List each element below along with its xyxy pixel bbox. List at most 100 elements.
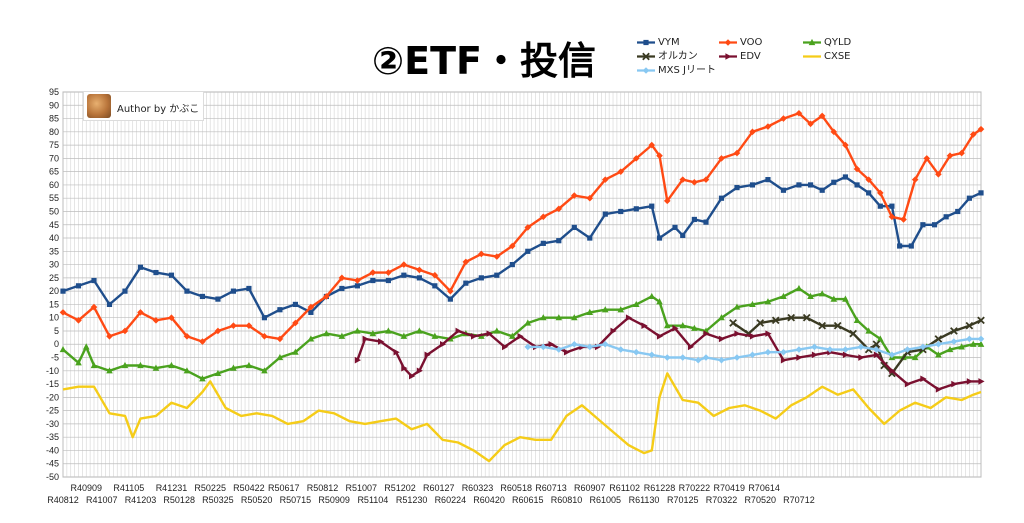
series-line	[62, 372, 982, 463]
data-point	[308, 309, 314, 315]
data-point	[749, 300, 756, 308]
y-tick-label: 55	[49, 193, 59, 203]
data-point	[121, 327, 129, 335]
x-tick-label: R50422	[233, 483, 265, 493]
data-point	[455, 327, 462, 335]
series-lines	[59, 109, 985, 463]
data-point	[656, 235, 663, 241]
x-tick-label: R51007	[345, 483, 377, 493]
data-point	[230, 288, 237, 294]
data-point	[795, 284, 803, 292]
data-point	[276, 335, 284, 343]
data-point	[184, 288, 190, 294]
data-point	[409, 372, 416, 380]
data-point	[919, 343, 927, 351]
data-point	[966, 378, 973, 385]
data-point	[680, 232, 686, 238]
grid	[62, 91, 982, 478]
data-point	[106, 332, 113, 340]
data-point	[663, 354, 671, 361]
legend-item: オルカン	[637, 50, 698, 63]
y-tick-label: 65	[49, 167, 59, 177]
data-point	[663, 322, 671, 329]
data-point	[632, 300, 640, 308]
data-point	[563, 348, 571, 356]
legend-item: CXSE	[803, 50, 851, 63]
y-tick-label: 70	[49, 153, 59, 163]
data-point	[354, 283, 360, 289]
data-point	[540, 314, 547, 321]
data-point	[618, 208, 624, 215]
series-MXS Jリート	[524, 335, 985, 364]
data-point	[478, 275, 484, 281]
data-point	[663, 197, 671, 205]
data-point	[524, 319, 532, 326]
x-axis: R40909 R41105 R41231 R50225 R50422 R50617 R508…	[47, 483, 814, 505]
data-point	[362, 335, 369, 343]
x-tick-label: R50520	[241, 495, 273, 505]
data-point	[795, 109, 803, 117]
data-point	[137, 309, 144, 316]
data-point	[292, 348, 299, 355]
data-point	[897, 243, 903, 249]
data-point	[540, 213, 547, 221]
y-tick-label: -30	[46, 419, 59, 429]
data-point	[826, 346, 834, 353]
data-point	[702, 176, 710, 183]
data-point	[679, 176, 687, 183]
data-point	[400, 261, 408, 268]
plot-area	[62, 91, 982, 478]
data-point	[555, 314, 563, 321]
data-point	[121, 361, 129, 369]
data-point	[857, 343, 865, 351]
x-tick-label: R61005	[590, 495, 622, 505]
data-point	[509, 242, 516, 250]
data-point	[230, 322, 237, 329]
data-point	[865, 327, 872, 334]
data-point	[691, 216, 697, 223]
data-point	[842, 351, 850, 359]
data-point	[307, 335, 315, 342]
legend-swatch	[637, 39, 655, 46]
x-tick-label: R50225	[194, 483, 226, 493]
x-tick-label: R60420	[473, 495, 505, 505]
data-point	[977, 335, 985, 343]
data-point	[168, 272, 175, 278]
data-point	[354, 277, 361, 284]
series-line	[356, 316, 981, 391]
data-point	[416, 266, 423, 274]
data-point	[261, 367, 268, 374]
data-point	[555, 346, 563, 353]
data-point	[656, 332, 664, 340]
data-point	[393, 348, 400, 356]
data-point	[59, 345, 67, 353]
data-point	[214, 369, 222, 377]
y-tick-label: 90	[49, 100, 59, 110]
data-point	[648, 351, 656, 359]
data-point	[601, 306, 609, 313]
data-point	[525, 248, 531, 254]
data-point	[648, 292, 656, 300]
data-point	[672, 325, 679, 332]
data-point	[923, 155, 931, 162]
data-point	[261, 315, 268, 321]
data-point	[958, 343, 965, 350]
data-point	[920, 375, 927, 383]
data-point	[873, 346, 880, 353]
data-point	[807, 120, 814, 128]
data-point	[950, 327, 958, 335]
data-point	[718, 155, 725, 162]
series-VYM	[60, 174, 984, 321]
data-point	[276, 353, 284, 361]
data-point	[602, 211, 608, 217]
data-point	[439, 340, 447, 348]
x-tick-label: R40812	[47, 495, 79, 505]
legend-item: EDV	[719, 50, 761, 63]
data-point	[802, 313, 811, 322]
data-point	[199, 338, 206, 345]
y-tick-label: 20	[49, 286, 59, 296]
data-point	[152, 317, 160, 324]
data-point	[958, 149, 965, 157]
data-point	[401, 364, 408, 372]
data-point	[59, 309, 67, 316]
